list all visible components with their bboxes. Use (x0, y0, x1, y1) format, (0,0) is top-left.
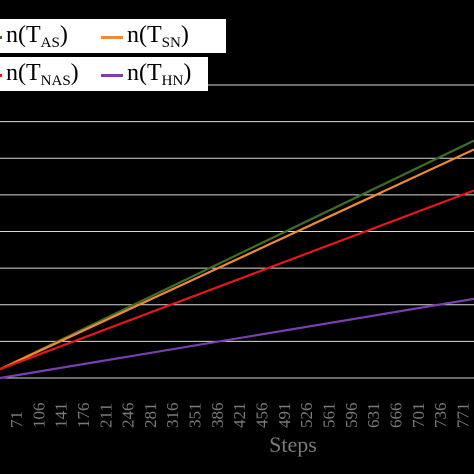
x-tick-label: 771 (454, 403, 473, 429)
x-tick-label: 631 (364, 403, 383, 429)
x-tick-label: 666 (387, 403, 406, 429)
legend-item-as: n(TAS) (0, 22, 68, 52)
legend-label: n(TNAS) (6, 60, 79, 89)
x-tick-label: 141 (52, 403, 71, 429)
x-tick-label: 421 (230, 403, 249, 429)
x-tick-label: 561 (320, 403, 339, 429)
x-tick-labels: 71 106 141 176 211 246 281 316 351 386 421 456 491 52… (7, 403, 473, 429)
legend-item-nas: n(TNAS) (0, 60, 79, 90)
legend-label: n(THN) (127, 60, 192, 89)
series-line-nas (0, 189, 474, 371)
legend-label: n(TAS) (6, 22, 68, 51)
x-tick-label: 701 (409, 403, 428, 429)
x-tick-label: 176 (74, 403, 93, 429)
series-line-as (0, 139, 474, 371)
legend-item-hn: n(THN) (101, 60, 191, 90)
x-tick-label: 71 (7, 411, 26, 428)
x-tick-label: 246 (119, 403, 138, 429)
gridlines (0, 84, 474, 379)
x-tick-label: 456 (253, 403, 272, 429)
legend-swatch (101, 35, 123, 39)
x-tick-label: 386 (208, 403, 227, 429)
x-tick-label: 596 (342, 403, 361, 429)
legend-swatch (101, 73, 123, 77)
x-axis-label: Steps (269, 432, 317, 457)
x-tick-label: 106 (29, 403, 48, 429)
x-tick-label: 281 (141, 403, 160, 429)
x-tick-label: 211 (96, 403, 115, 428)
x-tick-label: 316 (163, 403, 182, 429)
legend-swatch (0, 35, 2, 39)
legend-label: n(TSN) (127, 22, 189, 51)
series-line-hn (0, 297, 474, 380)
series-lines (0, 139, 474, 380)
x-tick-label: 526 (297, 403, 316, 429)
x-tick-label: 491 (275, 403, 294, 429)
legend-swatch (0, 73, 2, 77)
x-tick-label: 736 (431, 403, 450, 429)
x-tick-label: 351 (186, 403, 205, 429)
series-line-sn (0, 148, 474, 371)
legend-item-sn: n(TSN) (101, 22, 189, 52)
